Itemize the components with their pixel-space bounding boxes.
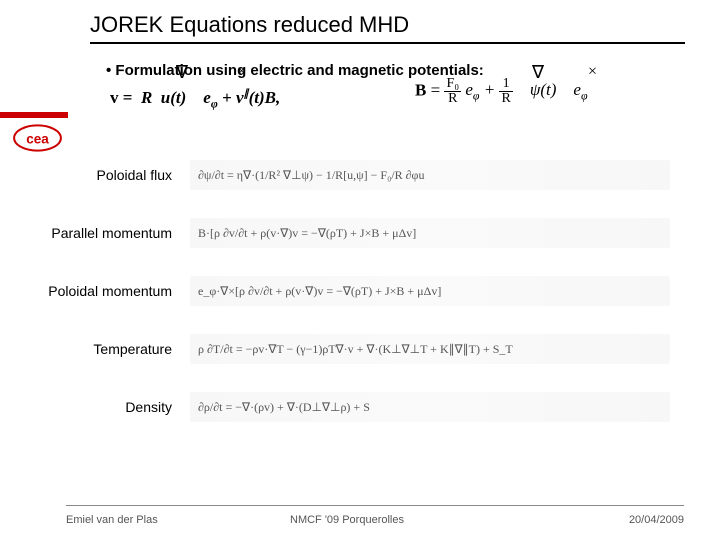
v-lhs: v = bbox=[110, 88, 137, 107]
footer-author: Emiel van der Plas bbox=[66, 514, 158, 526]
eq-formula-placeholder: ρ ∂T/∂t = −ρv·∇T − (γ−1)ρT∇·v + ∇·(K⊥∇⊥T… bbox=[190, 334, 670, 364]
cross-symbol-2: × bbox=[588, 63, 597, 81]
eq-row-poloidal-flux: Poloidal flux ∂ψ/∂t = η∇·(1/R² ∇⊥ψ) − 1/… bbox=[0, 160, 720, 190]
b-end: ψ(t) eφ bbox=[517, 80, 588, 99]
frac-1-r: 1 R bbox=[499, 77, 512, 106]
b-mid: eφ + bbox=[465, 80, 499, 99]
eq-formula-placeholder: e_φ·∇×[ρ ∂v/∂t + ρ(v·∇)v = −∇(ρT) + J×B … bbox=[190, 276, 670, 306]
eq-row-parallel-momentum: Parallel momentum B·[ρ ∂v/∂t + ρ(v·∇)v =… bbox=[0, 218, 720, 248]
slide-title: JOREK Equations reduced MHD bbox=[90, 12, 409, 38]
cea-logo: cea bbox=[10, 120, 65, 156]
eq-row-poloidal-momentum: Poloidal momentum e_φ·∇×[ρ ∂v/∂t + ρ(v·∇… bbox=[0, 276, 720, 306]
eq-label: Poloidal flux bbox=[0, 167, 190, 183]
eq-label: Parallel momentum bbox=[0, 225, 190, 241]
frac-den-2: R bbox=[499, 92, 512, 106]
eq-row-temperature: Temperature ρ ∂T/∂t = −ρv·∇T − (γ−1)ρT∇·… bbox=[0, 334, 720, 364]
b-lhs: B = bbox=[415, 80, 444, 99]
footer-date: 20/04/2009 bbox=[629, 514, 684, 526]
potentials-formula: ∇ × v = R u(t) eφ + v∥(t)B, ∇ × B = F₀ R… bbox=[110, 60, 690, 110]
eq-formula-placeholder: ∂ψ/∂t = η∇·(1/R² ∇⊥ψ) − 1/R[u,ψ] − F₀/R … bbox=[190, 160, 670, 190]
formula-velocity: v = R u(t) eφ + v∥(t)B, bbox=[110, 88, 280, 111]
eq-formula-placeholder: ∂ρ/∂t = −∇·(ρv) + ∇·(D⊥∇⊥ρ) + S bbox=[190, 392, 670, 422]
frac-f0-r: F₀ R bbox=[444, 77, 461, 106]
eq-label: Density bbox=[0, 399, 190, 415]
eq-row-density: Density ∂ρ/∂t = −∇·(ρv) + ∇·(D⊥∇⊥ρ) + S bbox=[0, 392, 720, 422]
svg-text:cea: cea bbox=[26, 131, 49, 146]
formula-magnetic: B = F₀ R eφ + 1 R ψ(t) eφ bbox=[415, 77, 588, 106]
equation-list: Poloidal flux ∂ψ/∂t = η∇·(1/R² ∇⊥ψ) − 1/… bbox=[0, 160, 720, 450]
frac-num-2: 1 bbox=[499, 77, 512, 92]
title-underline bbox=[90, 42, 685, 44]
eq-formula-placeholder: B·[ρ ∂v/∂t + ρ(v·∇)v = −∇(ρT) + J×B + μΔ… bbox=[190, 218, 670, 248]
cross-symbol: × bbox=[237, 63, 246, 81]
accent-bar bbox=[0, 112, 68, 118]
v-rhs: R u(t) eφ + v∥(t)B, bbox=[137, 88, 281, 107]
eq-label: Temperature bbox=[0, 341, 190, 357]
frac-num: F₀ bbox=[444, 77, 461, 92]
footer-event: NMCF '09 Porquerolles bbox=[290, 514, 404, 526]
frac-den: R bbox=[444, 92, 461, 106]
eq-label: Poloidal momentum bbox=[0, 283, 190, 299]
nabla-symbol: ∇ bbox=[176, 62, 188, 83]
footer-divider bbox=[66, 505, 684, 506]
